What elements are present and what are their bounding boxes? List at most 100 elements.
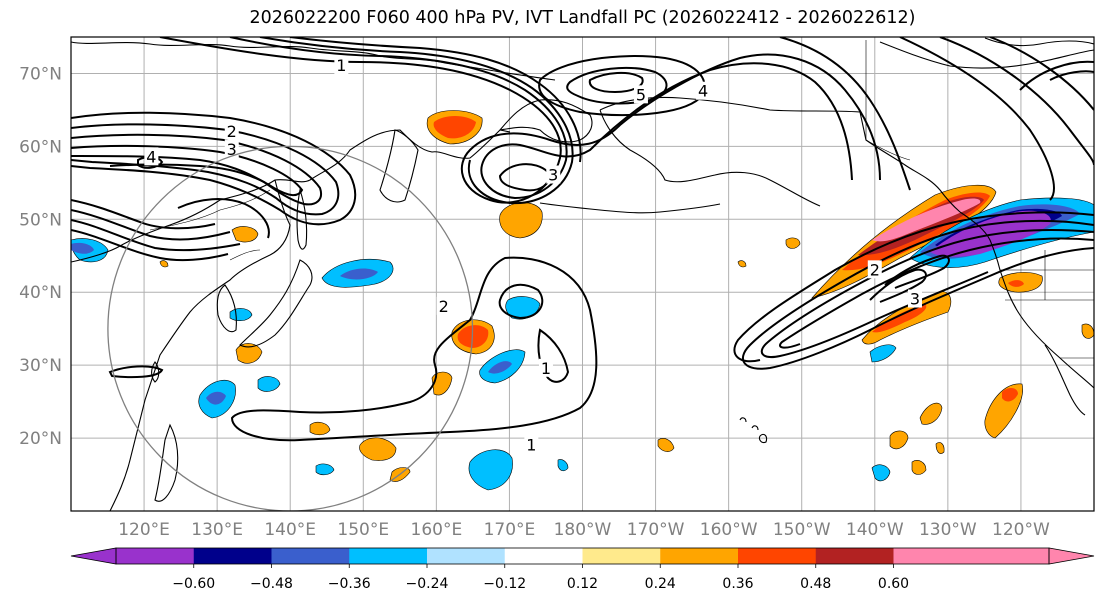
contour-label: 4 <box>698 82 708 101</box>
coast-sakhalin <box>296 187 308 250</box>
colorbar-tick-label: 0.24 <box>645 576 676 592</box>
coast-asia <box>71 129 511 511</box>
colorbar-tick-label: −0.12 <box>483 576 526 592</box>
colorbar-segment <box>660 548 739 564</box>
shade-orange-17 <box>159 260 169 268</box>
coast-korea <box>216 284 237 333</box>
shade-orange-14-core <box>1002 388 1018 402</box>
colorbar-segment <box>427 548 506 564</box>
lon-tick-label: 120°W <box>992 520 1050 540</box>
contour-label-bg <box>524 435 539 454</box>
shade-blue-9 <box>257 376 281 392</box>
contour-label-bg <box>633 85 648 104</box>
contour-label: 1 <box>526 435 536 454</box>
colorbar-under-arrow <box>70 547 117 565</box>
lon-tick-label: 130°W <box>919 520 977 540</box>
shade-orange-5 <box>235 343 263 364</box>
pv-contour-japan-small <box>108 365 164 379</box>
shade-orange-12 <box>889 430 909 450</box>
contour-label-bg <box>144 147 159 166</box>
lat-tick-label: 50°N <box>19 210 62 230</box>
colorbar-tick-label: −0.36 <box>328 576 371 592</box>
pv-contour-nw-2 <box>71 123 340 216</box>
lon-tick-label: 180°W <box>554 520 612 540</box>
pv-contour-nw-6 <box>71 209 231 241</box>
shade-blue-8 <box>871 464 891 482</box>
coast-chukotka <box>499 99 593 143</box>
lon-tick-label: 160°E <box>411 520 463 540</box>
contour-label-bg <box>224 121 239 140</box>
pv-contour-bering-5 <box>498 163 550 192</box>
pv-contour-bering-4 <box>289 37 582 163</box>
pv-contour-arctic-east-4 <box>989 37 1094 111</box>
lat-tick-label: 70°N <box>19 64 62 84</box>
colorbar-segment <box>971 548 1050 564</box>
pv-contour-arctic-east-2 <box>899 37 1055 201</box>
coastlines <box>71 37 1094 511</box>
shade-orange-11 <box>785 237 801 249</box>
contour-label: 3 <box>227 140 237 159</box>
coast-hawaii <box>739 417 768 444</box>
lon-tick-label: 120°E <box>118 520 170 540</box>
border-us-states <box>1000 250 1094 301</box>
shade-blue-4-core <box>488 361 512 374</box>
shade-red-1-core <box>433 116 476 139</box>
colorbar-tick-label: 0.60 <box>878 576 909 592</box>
ar-pink-core <box>872 198 981 242</box>
shade-orange-18 <box>737 260 747 268</box>
pv-contour-bering-3 <box>259 37 574 205</box>
colorbar-tick-label: 0.36 <box>722 576 753 592</box>
colorbar-segment <box>271 548 350 564</box>
pv-contour-nw-1 <box>71 111 357 226</box>
coast-arctic-asia <box>71 41 556 81</box>
lon-tick-label: 170°W <box>627 520 685 540</box>
pv-contour-goa-4 <box>733 211 1094 363</box>
pv-contour-goa-2 <box>760 229 1094 358</box>
shade-blue-12 <box>557 459 569 472</box>
shade-orange-6 <box>359 437 397 461</box>
lon-tick-label: 140°W <box>846 520 904 540</box>
lon-tick-label: 140°E <box>264 520 316 540</box>
graticule <box>71 37 1094 511</box>
pv-contour-nw-5 <box>71 199 216 230</box>
shade-blue-6-core <box>71 242 94 254</box>
ar-red-tail <box>872 304 927 333</box>
lon-tick-label: 170°E <box>484 520 536 540</box>
contour-label-bg <box>538 358 553 377</box>
colorbar-segment <box>349 548 428 564</box>
colorbar <box>70 547 1095 565</box>
colorbar-segment <box>815 548 894 564</box>
radius-circle <box>107 145 474 511</box>
pv-contour-cutoff <box>230 256 598 442</box>
lon-tick-label: 150°E <box>337 520 389 540</box>
shade-blue-3 <box>468 449 513 491</box>
contour-label: 2 <box>227 122 237 141</box>
border-china-korea <box>229 249 261 261</box>
colorbar-tick-label: 0.48 <box>800 576 831 592</box>
lat-tick-label: 60°N <box>19 137 62 157</box>
map-frame <box>70 36 1095 512</box>
pv-contour-arctic-ring-2 <box>566 66 668 105</box>
contour-label: 2 <box>439 297 449 316</box>
coast-philippines <box>154 423 179 502</box>
colorbar-tick-label: −0.60 <box>172 576 215 592</box>
contour-label: 3 <box>910 290 920 309</box>
shade-orange-8 <box>309 421 331 436</box>
shade-orange-4 <box>231 226 259 243</box>
colorbar-segment <box>582 548 661 564</box>
longitude-labels: 120°E 130°E 140°E 150°E 160°E 170°E 180°W 170°W… <box>118 520 1050 540</box>
colorbar-ticks: −0.60 −0.48 −0.36 −0.24 −0.12 0.12 0.24 0.36 0.4… <box>172 564 909 592</box>
pv-contour-arctic-loop <box>1019 60 1094 91</box>
shade-blue-2-core <box>206 391 226 405</box>
shade-blue-7 <box>869 344 897 363</box>
shade-orange-7 <box>431 371 453 396</box>
pv-contour-cutoff-inner <box>498 283 544 320</box>
colorbar-tick-label: 0.12 <box>567 576 598 592</box>
lon-tick-label: 160°W <box>700 520 758 540</box>
shade-blue-11 <box>315 463 335 476</box>
pv-contour-nw-3 <box>71 133 322 206</box>
contour-label-bg <box>546 165 561 184</box>
contour-label-bg <box>867 260 882 279</box>
